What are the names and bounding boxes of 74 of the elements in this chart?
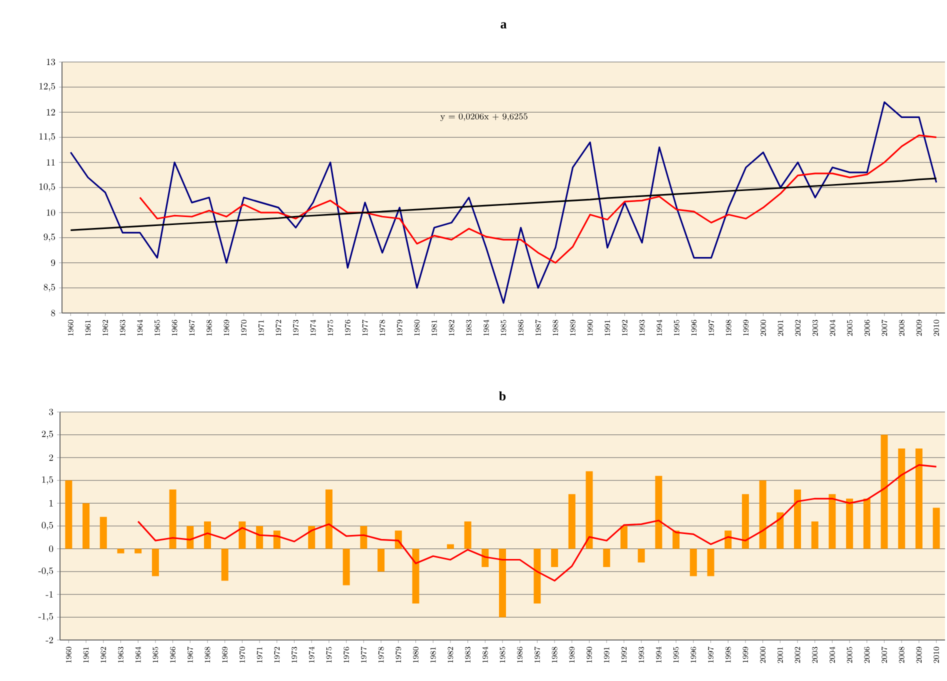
y-tick-label: 12: [46, 109, 55, 116]
y-tick-label: 0,5: [42, 522, 53, 530]
bar: [672, 530, 680, 549]
bar: [932, 508, 940, 549]
bar: [690, 548, 697, 576]
y-tick-label: 11: [46, 159, 55, 166]
bar: [724, 530, 732, 549]
line-series: [139, 134, 938, 264]
bar: [620, 526, 628, 549]
y-tick-label: 13: [46, 58, 56, 66]
bar: [446, 544, 454, 549]
bar: [186, 526, 194, 549]
bar: [412, 548, 420, 604]
y-tick-label: 0: [49, 546, 54, 552]
y-tick-label: 9: [51, 260, 56, 266]
bar: [880, 434, 888, 549]
bar: [308, 526, 316, 549]
bar: [863, 498, 870, 549]
bar: [342, 548, 350, 586]
bar: [568, 494, 576, 549]
y-tick-label: -2: [46, 636, 53, 644]
bar: [221, 548, 228, 581]
y-tick-label: 1: [50, 500, 53, 506]
bar: [378, 548, 385, 572]
bar: [534, 548, 541, 604]
bar: [776, 512, 784, 549]
y-tick-label: 8,5: [44, 284, 55, 292]
bar: [499, 548, 506, 618]
bar: [915, 448, 922, 549]
bar: [638, 548, 645, 562]
y-tick-label: -0,5: [38, 568, 53, 576]
y-tick-label: 9,5: [44, 234, 55, 242]
line-series: [137, 464, 938, 582]
bar: [464, 521, 472, 549]
bar: [898, 448, 906, 549]
y-tick-label: 3: [49, 408, 54, 416]
bar: [65, 480, 72, 549]
bar: [828, 494, 836, 549]
bar: [117, 548, 124, 554]
bar: [742, 494, 749, 549]
bar: [603, 548, 610, 568]
bar: [152, 548, 159, 576]
y-tick-label: 12,5: [39, 83, 55, 92]
bar: [707, 548, 714, 576]
y-tick-label: 10: [46, 209, 56, 216]
y-tick-label: 2,5: [42, 430, 53, 439]
bar: [325, 490, 332, 549]
bar: [169, 490, 176, 549]
bar: [100, 516, 107, 549]
y-tick-label: 11,5: [39, 133, 55, 142]
bar: [134, 548, 142, 554]
bar: [82, 503, 90, 549]
bar: [586, 471, 593, 549]
y-tick-label: -1: [46, 591, 53, 598]
bar: [794, 490, 802, 549]
bar: [811, 521, 818, 549]
bar: [759, 480, 766, 549]
y-tick-label: 10,5: [39, 183, 55, 192]
bar: [846, 498, 854, 549]
bar: [551, 548, 558, 568]
y-tick-label: 1,5: [42, 476, 53, 484]
annotation: y = 0,0206x + 9,6255: [440, 113, 528, 122]
y-tick-label: 8: [51, 310, 56, 316]
line-series: [70, 101, 938, 304]
bar: [273, 530, 280, 549]
bar: [360, 526, 368, 549]
bar: [204, 521, 211, 549]
bar: [655, 476, 662, 549]
chart-title: b: [499, 391, 506, 400]
bar: [238, 521, 246, 549]
chart-title: a: [500, 22, 507, 28]
y-tick-label: 2: [49, 454, 53, 461]
bar: [256, 526, 264, 549]
y-tick-label: -1,5: [38, 613, 53, 622]
